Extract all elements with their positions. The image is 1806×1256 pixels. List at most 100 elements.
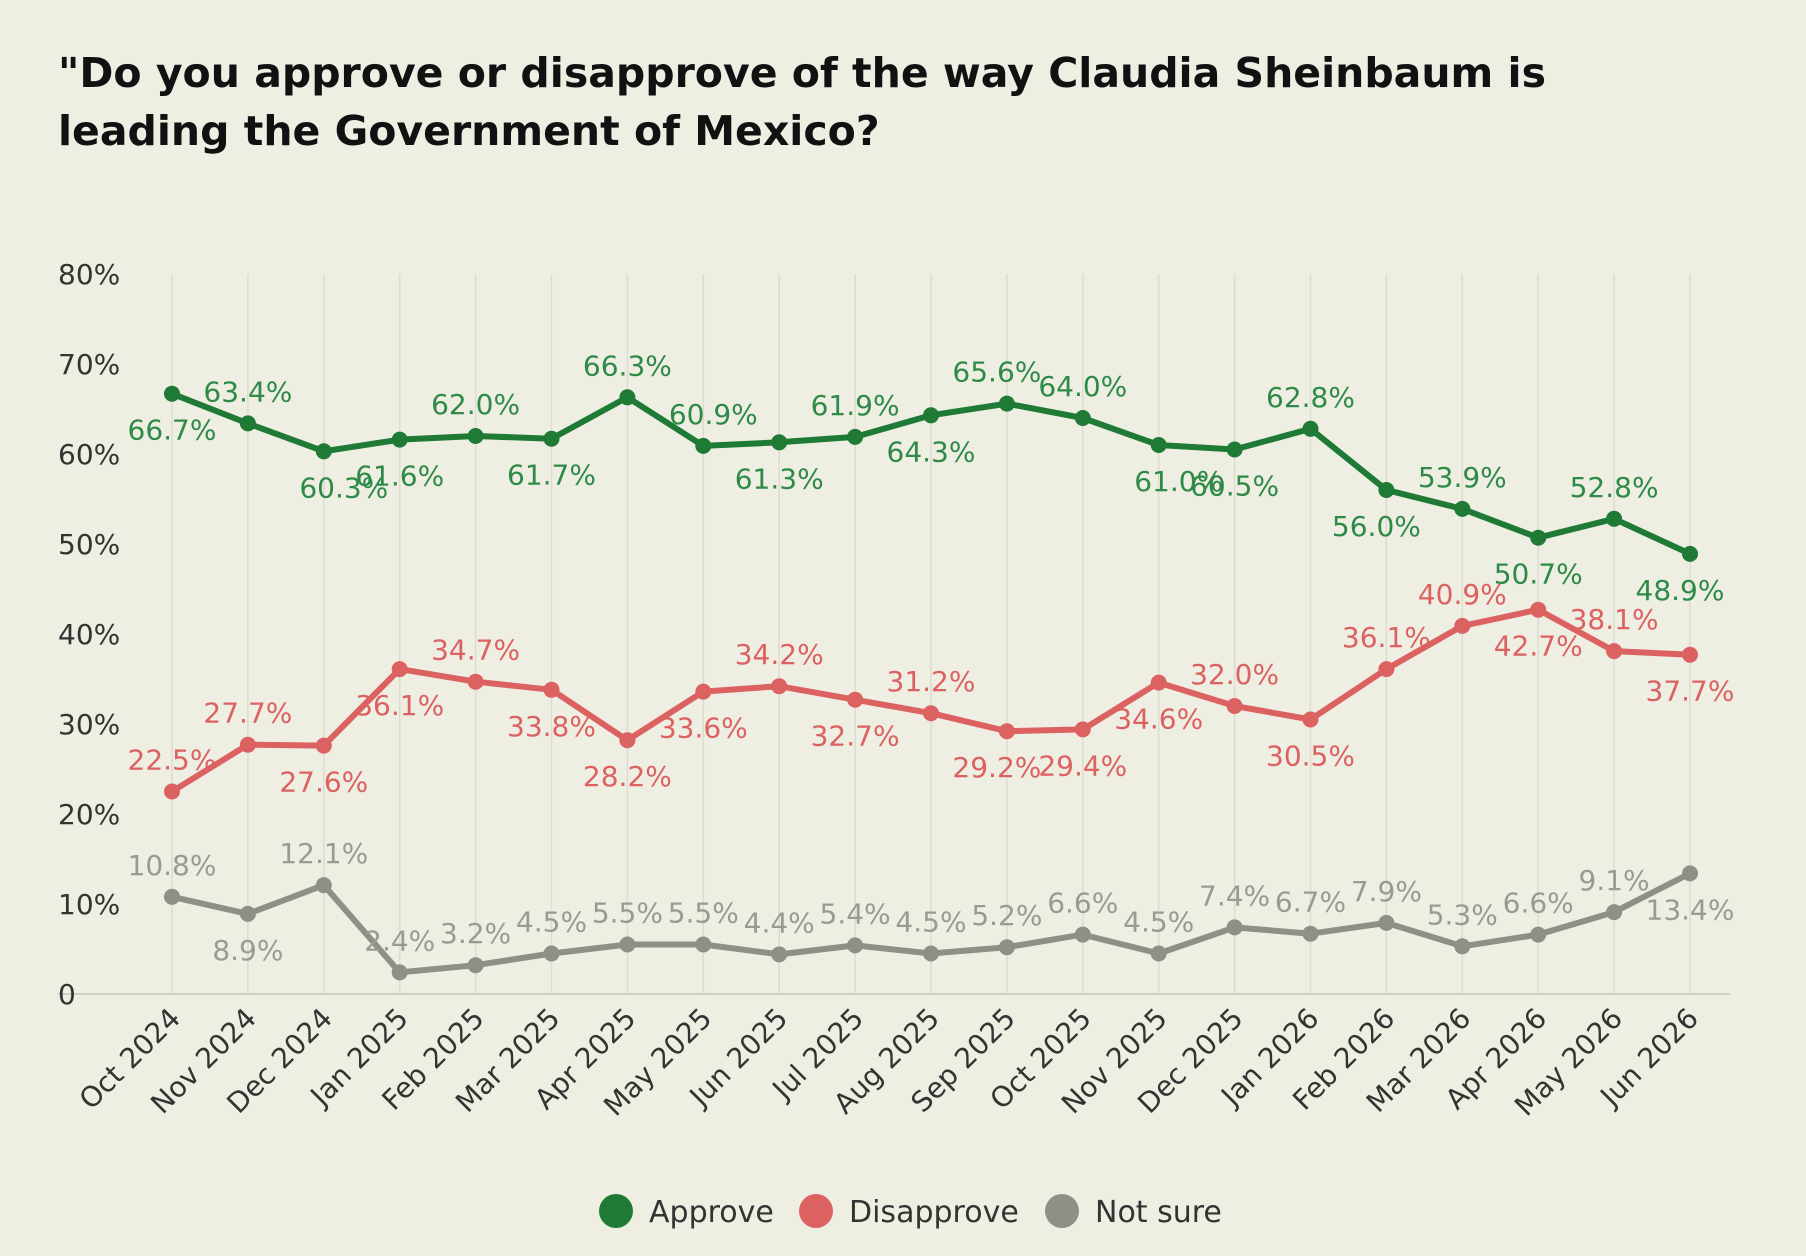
data-point xyxy=(391,431,408,448)
data-label: 31.2% xyxy=(887,665,976,698)
data-label: 37.7% xyxy=(1646,675,1735,708)
legend-swatch xyxy=(599,1194,633,1228)
data-point xyxy=(1302,420,1319,437)
grid-lines xyxy=(171,274,1691,994)
data-point xyxy=(1682,865,1698,882)
data-label: 66.3% xyxy=(583,349,672,382)
data-point xyxy=(239,905,256,922)
legend: Approve Disapprove Not sure xyxy=(599,1194,1222,1230)
data-label: 34.6% xyxy=(1114,703,1203,736)
data-label: 63.4% xyxy=(203,375,292,408)
data-label: 38.1% xyxy=(1570,603,1659,636)
data-label: 32.0% xyxy=(1190,658,1279,691)
data-label: 36.1% xyxy=(355,689,444,722)
data-point xyxy=(998,723,1015,740)
data-point xyxy=(1378,914,1395,931)
data-point xyxy=(619,732,636,749)
data-point xyxy=(467,673,484,690)
data-point xyxy=(1226,441,1243,458)
data-label: 29.2% xyxy=(952,751,1041,784)
data-label: 65.6% xyxy=(952,356,1041,389)
data-point xyxy=(619,936,636,953)
data-labels: 66.7% 63.4% 60.3%61.6% 62.0% 61.7% 66.3% 60.9%… xyxy=(128,349,1735,967)
data-point xyxy=(391,964,408,981)
data-label: 64.0% xyxy=(1038,370,1127,403)
data-label: 40.9% xyxy=(1418,578,1507,611)
data-point xyxy=(1074,721,1091,738)
data-point xyxy=(1682,646,1698,663)
data-point xyxy=(1226,698,1243,714)
legend-swatch xyxy=(799,1194,833,1228)
data-label: 62.0% xyxy=(431,388,520,421)
data-label: 5.2% xyxy=(971,899,1042,932)
data-point xyxy=(1074,926,1091,943)
data-label: 64.3% xyxy=(887,435,976,468)
data-label: 29.4% xyxy=(1038,749,1127,782)
data-label: 4.4% xyxy=(744,906,815,939)
data-label: 13.4% xyxy=(1646,893,1735,926)
data-label: 61.3% xyxy=(735,462,824,495)
data-point xyxy=(315,737,332,754)
data-label: 27.6% xyxy=(279,766,368,799)
data-point xyxy=(239,415,256,432)
y-tick-label: 50% xyxy=(58,528,120,561)
data-label: 60.5% xyxy=(1190,470,1279,503)
data-point xyxy=(1454,500,1471,517)
data-label: 6.6% xyxy=(1047,887,1118,920)
data-label: 62.8% xyxy=(1266,381,1355,414)
data-point xyxy=(315,443,332,460)
data-label: 3.2% xyxy=(440,917,511,950)
data-point xyxy=(1530,601,1547,618)
data-point xyxy=(1606,643,1623,660)
data-label: 8.9% xyxy=(212,934,283,967)
data-label: 33.8% xyxy=(507,710,596,743)
y-tick-label: 20% xyxy=(58,798,120,831)
data-label: 7.4% xyxy=(1199,879,1270,912)
y-tick-label: 30% xyxy=(58,708,120,741)
legend-swatch xyxy=(1045,1194,1079,1228)
legend-label: Disapprove xyxy=(849,1195,1019,1230)
data-label: 50.7% xyxy=(1494,558,1583,591)
data-point xyxy=(847,428,864,445)
data-label: 2.4% xyxy=(364,924,435,957)
data-point xyxy=(998,395,1015,412)
data-label: 5.5% xyxy=(592,897,663,930)
data-label: 30.5% xyxy=(1266,740,1355,773)
data-label: 48.9% xyxy=(1636,574,1725,607)
data-label: 61.6% xyxy=(355,460,444,493)
chart-title: "Do you approve or disapprove of the way… xyxy=(58,49,1546,155)
data-label: 5.5% xyxy=(668,897,739,930)
data-point xyxy=(467,957,484,974)
data-label: 4.5% xyxy=(1123,906,1194,939)
data-label: 52.8% xyxy=(1570,471,1659,504)
data-point xyxy=(1302,925,1319,942)
data-point xyxy=(923,945,939,962)
data-label: 42.7% xyxy=(1494,630,1583,663)
data-point xyxy=(998,939,1015,956)
data-label: 12.1% xyxy=(279,837,368,870)
y-tick-label: 60% xyxy=(58,438,120,471)
data-point xyxy=(1150,437,1167,453)
data-point xyxy=(1454,617,1471,634)
data-point xyxy=(543,681,560,698)
data-point xyxy=(1302,711,1319,728)
data-label: 9.1% xyxy=(1579,864,1650,897)
data-point xyxy=(923,705,939,722)
data-label: 22.5% xyxy=(128,744,217,777)
data-point xyxy=(1150,945,1167,962)
data-point xyxy=(1378,661,1395,678)
series-lines xyxy=(164,385,1698,981)
data-point xyxy=(1150,674,1167,691)
data-point xyxy=(1606,510,1623,527)
data-point xyxy=(695,936,712,953)
data-point xyxy=(695,437,712,454)
data-point xyxy=(543,945,560,962)
legend-label: Not sure xyxy=(1095,1195,1222,1230)
data-point xyxy=(467,428,484,444)
data-point xyxy=(771,434,788,451)
data-label: 5.4% xyxy=(820,897,891,930)
data-label: 10.8% xyxy=(128,849,217,882)
data-label: 61.0% xyxy=(1134,465,1223,498)
data-point xyxy=(315,877,332,894)
